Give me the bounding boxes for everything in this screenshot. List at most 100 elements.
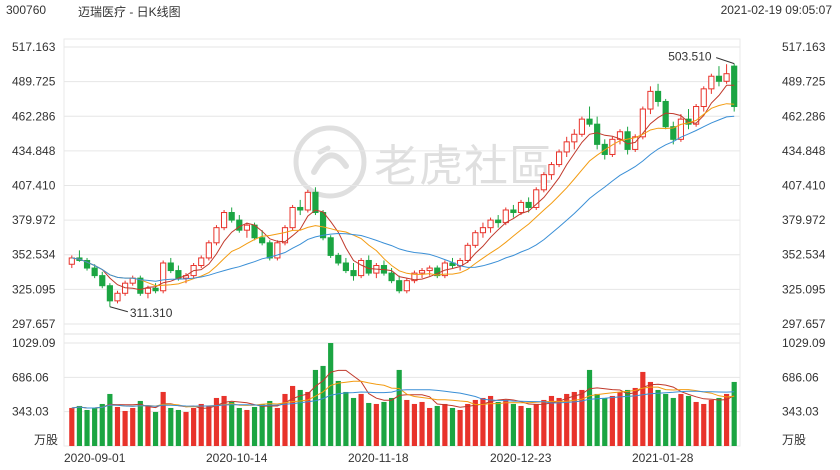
price-tick-right: 434.848: [782, 144, 826, 158]
volume-bar: [191, 407, 197, 446]
candle-body: [731, 65, 738, 108]
volume-bar: [723, 393, 730, 446]
volume-bar: [381, 401, 387, 446]
volume-bar: [647, 381, 654, 446]
volume-bar: [137, 400, 143, 446]
volume-bar: [107, 393, 113, 446]
volume-bar: [518, 405, 524, 446]
volume-bar: [731, 381, 737, 446]
volume-bar: [465, 403, 471, 446]
candle-body: [342, 262, 349, 272]
low-annotation: 311.310: [130, 306, 173, 320]
volume-bar: [548, 395, 555, 446]
volume-bar: [457, 409, 463, 446]
candle-body: [555, 151, 563, 166]
volume-bar: [594, 393, 600, 446]
volume-tick-right: 343.03: [782, 405, 819, 419]
price-tick-right: 517.163: [782, 40, 826, 54]
volume-bar: [114, 406, 121, 446]
candle-body: [396, 280, 403, 292]
candle-body: [723, 73, 730, 82]
volume-bar: [685, 395, 692, 446]
volume-tick-left: 343.03: [12, 405, 49, 419]
candle-body: [495, 219, 502, 224]
volume-bar: [274, 407, 280, 446]
candle-body: [525, 201, 532, 208]
candle-body: [236, 219, 243, 231]
price-tick-left: 462.286: [12, 109, 56, 123]
volume-bar: [198, 403, 204, 446]
watermark-logo-icon: [293, 125, 367, 199]
volume-bar: [617, 391, 623, 446]
volume-bar: [160, 391, 166, 446]
high-annotation: 503.510: [668, 50, 712, 64]
x-tick-label: 2020-12-23: [490, 451, 552, 465]
candle-body: [335, 254, 342, 264]
candle-body: [654, 90, 662, 102]
volume-bar: [282, 393, 288, 446]
price-tick-left: 325.095: [12, 282, 56, 296]
volume-unit-right: 万股: [782, 433, 806, 447]
volume-bar: [130, 407, 136, 446]
volume-bar: [297, 389, 303, 446]
volume-bar: [244, 409, 250, 446]
candle-body: [464, 244, 471, 261]
candle-body: [312, 191, 319, 214]
volume-bar: [449, 407, 456, 446]
volume-bar: [312, 369, 319, 446]
plot-frame: [63, 38, 741, 447]
candle-body: [388, 272, 395, 282]
volume-bar: [373, 403, 379, 446]
candle-body: [198, 257, 205, 267]
x-tick-label: 2020-11-18: [348, 451, 409, 465]
ma10-line: [71, 103, 735, 287]
volume-bar: [586, 369, 593, 446]
volume-bar: [236, 407, 242, 446]
candle-body: [358, 259, 365, 277]
candle-body: [68, 257, 75, 265]
volume-bar: [434, 405, 440, 446]
grid: [64, 46, 740, 413]
volume-bar: [206, 405, 212, 446]
candle-body: [266, 242, 273, 259]
candle-body: [715, 75, 723, 82]
candle-body: [639, 108, 646, 138]
stock-code: 300760: [6, 3, 47, 17]
volume-bar: [388, 397, 395, 446]
volume-bar: [427, 407, 433, 446]
volume-bar: [693, 401, 699, 446]
price-tick-right: 352.534: [782, 248, 826, 262]
candle-body: [502, 209, 509, 224]
ma20-line: [71, 115, 735, 282]
candle-body: [449, 262, 456, 267]
volume-bar: [358, 393, 364, 446]
volume-bar: [350, 397, 357, 446]
candle-body: [540, 174, 547, 191]
watermark-text: 老虎社區: [374, 141, 554, 192]
candle-body: [297, 206, 304, 211]
candle-body: [586, 118, 593, 125]
candle-body: [434, 267, 441, 277]
volume-bar: [602, 397, 608, 446]
volume-unit-left: 万股: [34, 433, 58, 447]
candle-body: [479, 227, 487, 234]
volume-bar: [152, 411, 159, 446]
candle-body: [205, 242, 212, 259]
candle-body: [548, 164, 555, 176]
candle-body: [517, 201, 525, 214]
volume-bar: [708, 399, 714, 446]
candle-body: [594, 123, 601, 145]
candle-body: [289, 206, 296, 229]
candle-body: [677, 118, 684, 140]
volume-bar: [168, 407, 174, 446]
candle-body: [152, 287, 159, 292]
candle-body: [700, 88, 707, 108]
candle-body: [274, 242, 281, 259]
candle-body: [213, 227, 220, 244]
volume-bar: [328, 343, 334, 446]
volume-ma20-line: [71, 389, 735, 409]
volume-tick-right: 686.06: [782, 370, 819, 384]
volume-bar: [533, 403, 539, 446]
candle-body: [144, 287, 152, 294]
